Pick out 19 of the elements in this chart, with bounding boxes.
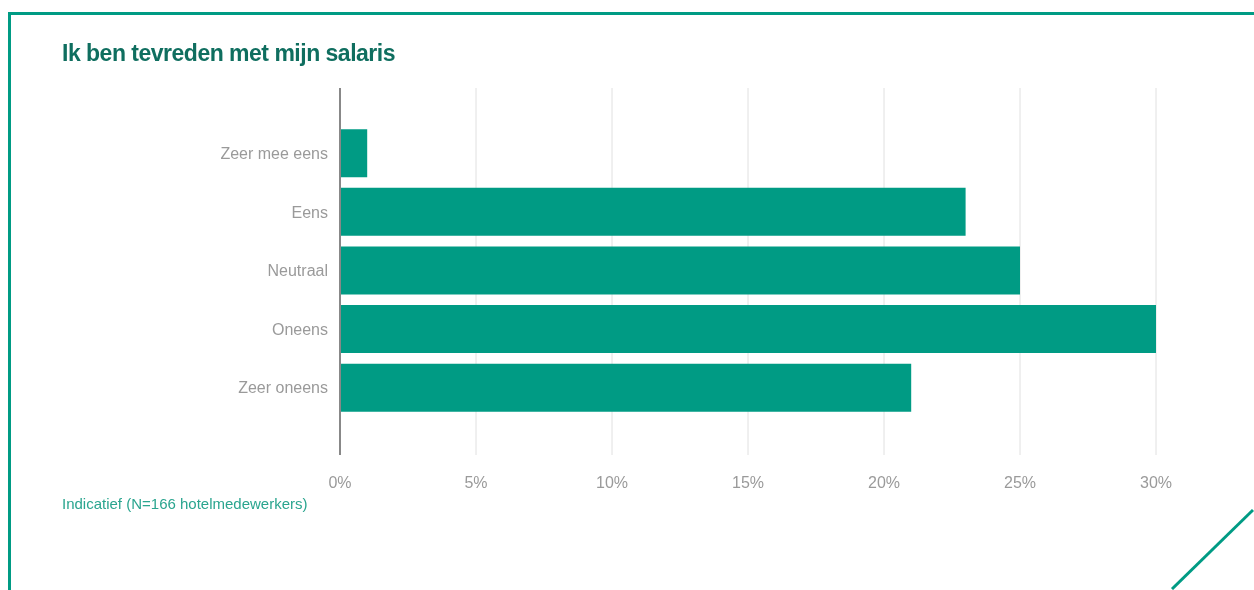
x-tick-label: 30%	[1139, 474, 1173, 492]
x-tick-label: 20%	[867, 474, 901, 492]
x-tick-label: 5%	[464, 474, 488, 492]
bar	[340, 305, 1156, 354]
bar	[340, 187, 966, 236]
bar	[340, 363, 912, 412]
bar	[340, 246, 1020, 295]
y-tick-label: Oneens	[271, 320, 328, 338]
x-tick-label: 15%	[731, 474, 765, 492]
x-tick-label: 25%	[1003, 474, 1037, 492]
x-tick-label: 10%	[595, 474, 629, 492]
y-tick-label: Neutraal	[267, 262, 328, 280]
bar	[340, 129, 368, 178]
chart-title: Ik ben tevreden met mijn salaris	[62, 40, 395, 67]
text: Indicatief (N=166 hotelmedewerkers)	[62, 495, 308, 512]
y-tick-label: Eens	[291, 203, 328, 221]
y-tick-label: Zeer mee eens	[220, 144, 328, 162]
y-tick-label: Zeer oneens	[238, 379, 328, 397]
x-tick-label: 0%	[328, 474, 352, 492]
